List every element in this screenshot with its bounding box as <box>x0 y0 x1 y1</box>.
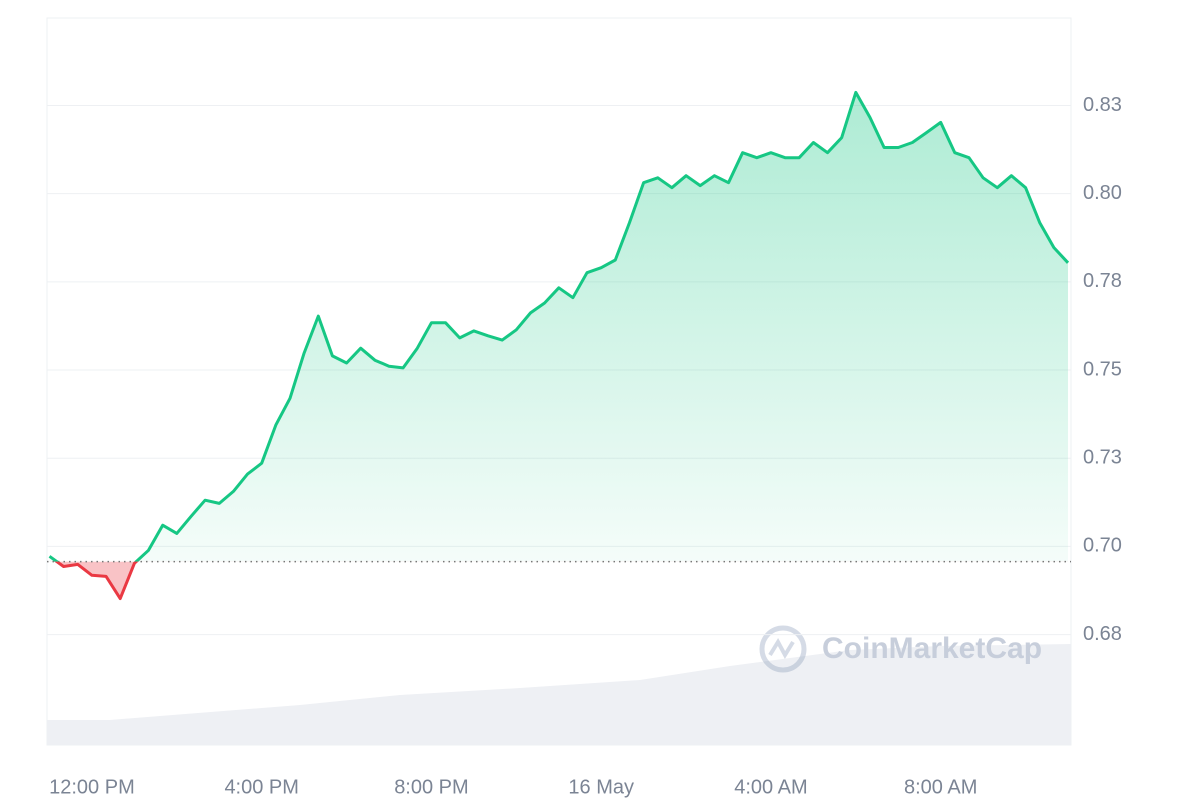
area-down <box>56 561 137 599</box>
y-tick-label: 0.80 <box>1083 182 1122 204</box>
y-tick-label: 0.83 <box>1083 94 1122 116</box>
price-line-up <box>48 90 1070 562</box>
area-up <box>49 92 1068 562</box>
y-tick-label: 0.78 <box>1083 270 1122 292</box>
y-tick-label: 0.70 <box>1083 535 1122 557</box>
volume-area <box>47 644 1071 745</box>
watermark-logo <box>759 625 807 673</box>
y-tick-label: 0.73 <box>1083 447 1122 469</box>
watermark: CoinMarketCap <box>822 632 1042 665</box>
y-tick-label: 0.75 <box>1083 358 1122 380</box>
x-tick-label: 8:00 AM <box>904 776 977 798</box>
x-tick-label: 4:00 PM <box>224 776 298 798</box>
x-tick-label: 12:00 PM <box>49 776 135 798</box>
x-tick-label: 16 May <box>568 776 634 798</box>
y-tick-label: 0.68 <box>1083 623 1122 645</box>
x-tick-label: 4:00 AM <box>734 776 807 798</box>
x-tick-label: 8:00 PM <box>394 776 468 798</box>
